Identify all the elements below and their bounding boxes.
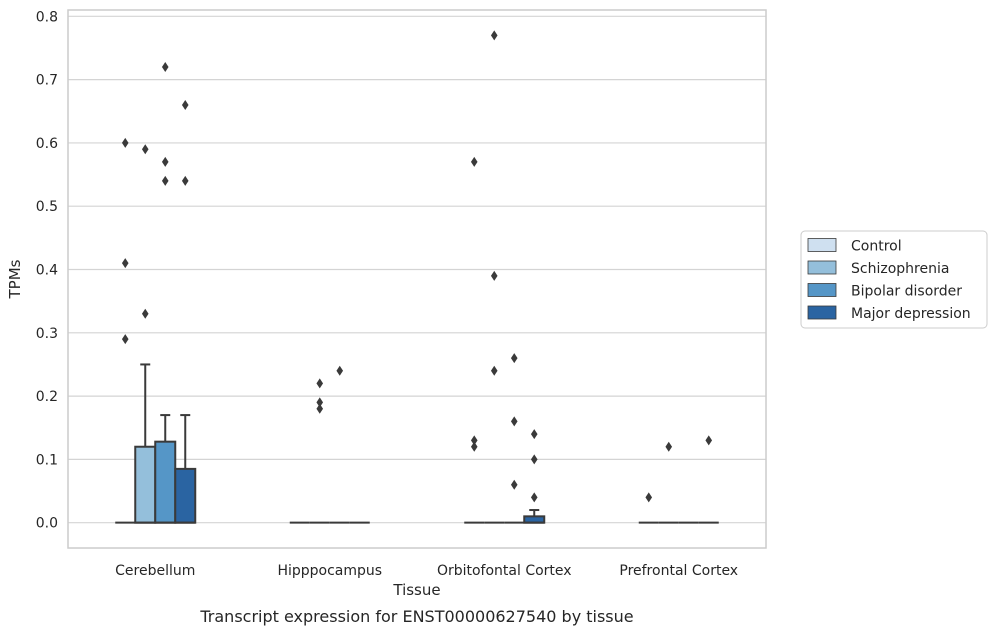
y-tick-label: 0.1 (36, 452, 58, 468)
y-tick-label: 0.6 (36, 136, 58, 152)
y-tick-label: 0.2 (36, 389, 58, 405)
legend-frame (800, 230, 988, 329)
x-tick-label: Orbitofontal Cortex (437, 563, 572, 579)
legend-swatch (807, 260, 837, 275)
box (523, 509, 546, 524)
outlier-point (121, 137, 129, 148)
outlier-point (705, 435, 713, 446)
outlier-point (316, 378, 324, 389)
y-tick-label: 0.0 (36, 516, 58, 532)
x-tick-label: Hipppocampus (277, 563, 382, 579)
plot-area-frame (67, 9, 767, 549)
outlier-point (665, 441, 673, 452)
box-iqr (134, 445, 157, 524)
outlier-point (336, 365, 344, 376)
x-axis-ticks: Cerebellum Hipppocampus Orbitofontal Corte… (115, 563, 738, 579)
outlier-point (181, 99, 189, 110)
y-tick-label: 0.8 (36, 9, 58, 25)
outlier-point (645, 492, 653, 503)
outlier-point (490, 365, 498, 376)
legend-swatch (807, 238, 837, 252)
box (174, 414, 197, 524)
outlier-point (161, 61, 169, 72)
outlier-point (161, 175, 169, 186)
chart-caption: Transcript expression for ENST0000062754… (199, 607, 633, 626)
outlier-point (470, 435, 478, 446)
outlier-point (161, 156, 169, 167)
x-tick-label: Prefrontal Cortex (619, 563, 738, 579)
outlier-point (510, 353, 518, 364)
y-axis-ticks: 0.0 0.1 0.2 0.3 0.4 0.5 0.6 0.7 0.8 (36, 9, 58, 531)
outlier-point (530, 454, 538, 465)
box-iqr (174, 467, 197, 524)
y-tick-label: 0.5 (36, 199, 58, 215)
legend: Control Schizophrenia Bipolar disorder Majo… (800, 230, 988, 329)
box (154, 414, 177, 524)
y-axis-label: TPMs (6, 259, 24, 299)
box (134, 363, 157, 524)
legend-swatch (807, 283, 837, 297)
outlier-point (490, 30, 498, 41)
outlier-point (316, 403, 324, 414)
y-tick-label: 0.7 (36, 73, 58, 89)
outlier-point (470, 441, 478, 452)
legend-items: Control Schizophrenia Bipolar disorder Majo… (807, 238, 971, 322)
legend-label: Major depression (851, 306, 971, 322)
outlier-point (470, 156, 478, 167)
x-tick-label: Cerebellum (115, 563, 195, 579)
y-tick-label: 0.3 (36, 326, 58, 342)
outliers-layer (121, 30, 713, 503)
outlier-point (510, 479, 518, 490)
outlier-point (141, 308, 149, 319)
outlier-point (181, 175, 189, 186)
legend-label: Schizophrenia (851, 261, 949, 277)
outlier-point (121, 258, 129, 269)
y-tick-label: 0.4 (36, 263, 58, 279)
legend-label: Bipolar disorder (851, 284, 962, 300)
legend-label: Control (851, 239, 902, 255)
outlier-point (121, 334, 129, 345)
box-iqr (154, 440, 177, 524)
boxes-layer (115, 363, 719, 524)
outlier-point (530, 429, 538, 440)
legend-swatch (807, 305, 837, 320)
outlier-point (316, 397, 324, 408)
outlier-point (510, 416, 518, 427)
outlier-point (490, 270, 498, 281)
outlier-point (530, 492, 538, 503)
outlier-point (141, 144, 149, 155)
x-axis-label: Tissue (392, 581, 440, 599)
